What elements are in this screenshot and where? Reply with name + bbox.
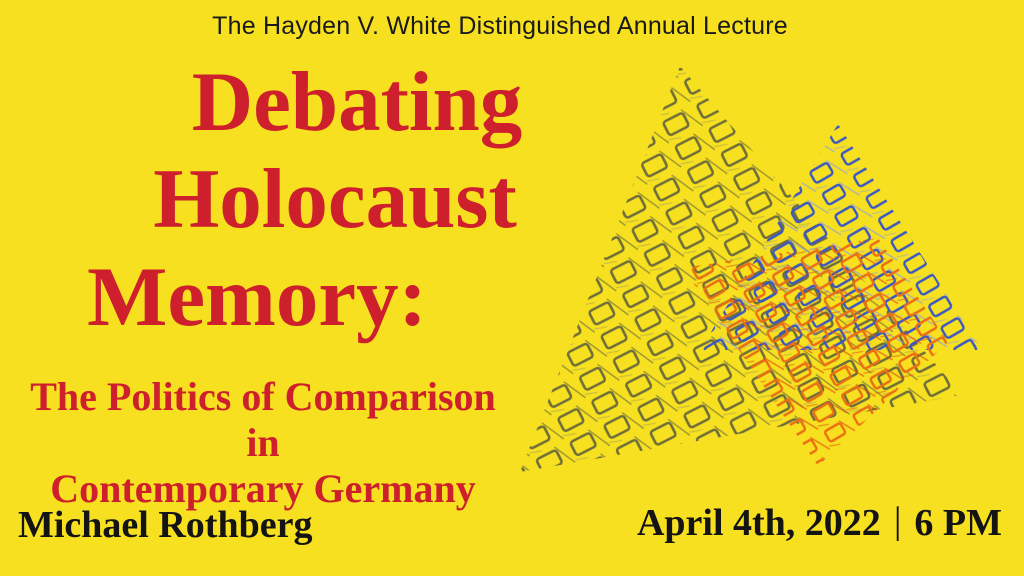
subtitle-line-2: Contemporary Germany — [50, 466, 476, 511]
event-time: 6 PM — [914, 502, 1002, 544]
main-title-line-1: Debating — [191, 55, 523, 149]
subtitle-line-1: The Politics of Comparison in — [30, 374, 496, 465]
orange-diamond-shape — [683, 238, 948, 466]
datetime-separator: | — [893, 500, 902, 542]
main-title-line-2: Holocaust — [153, 152, 517, 246]
speaker-name: Michael Rothberg — [18, 504, 313, 546]
event-datetime: April 4th, 2022 | 6 PM — [636, 500, 1002, 544]
subtitle: The Politics of Comparison in Contempora… — [13, 374, 513, 512]
lecture-series-title: The Hayden V. White Distinguished Annual… — [212, 12, 788, 40]
main-title-line-3: Memory: — [87, 250, 427, 344]
event-date: April 4th, 2022 — [636, 502, 881, 544]
